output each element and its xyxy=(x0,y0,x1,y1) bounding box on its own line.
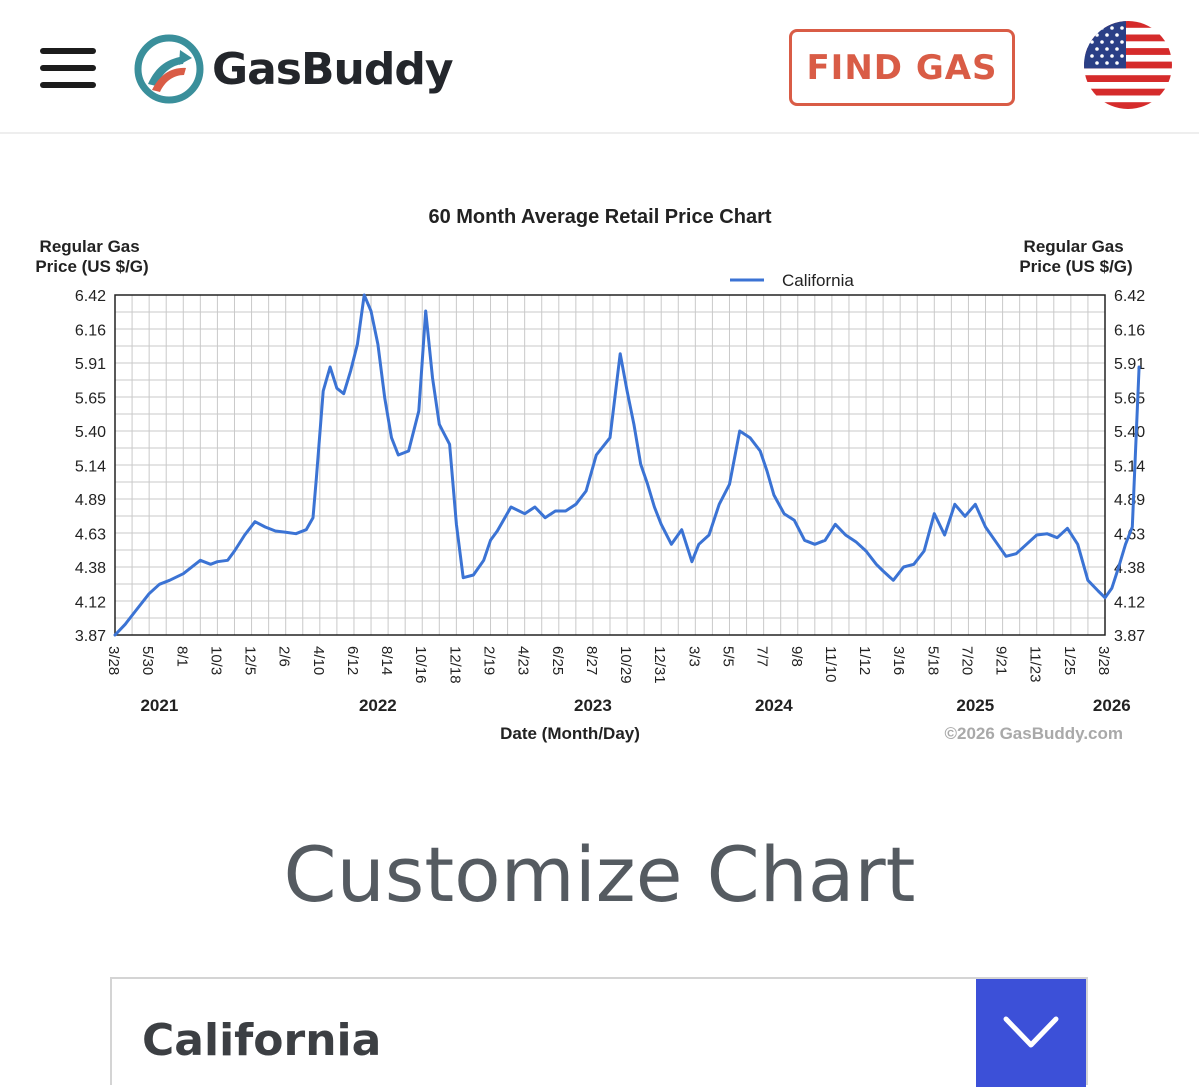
y-tick-label-right: 5.91 xyxy=(1114,356,1145,373)
x-tick-label: 7/20 xyxy=(958,646,975,675)
x-tick-label: 4/23 xyxy=(515,646,532,675)
x-tick-label: 11/10 xyxy=(822,646,839,682)
y-axis-label-right-line1: Regular Gas xyxy=(1024,237,1124,256)
y-tick-label-left: 5.40 xyxy=(75,424,106,441)
x-tick-label: 3/3 xyxy=(685,646,702,667)
y-tick-label-right: 4.89 xyxy=(1114,492,1145,509)
x-tick-label: 6/25 xyxy=(549,646,566,675)
year-labels: 2021 2022 2023 2024 2025 2026 xyxy=(140,696,1130,715)
y-tick-label-left: 5.91 xyxy=(75,356,106,373)
region-select-value: California xyxy=(142,1015,382,1066)
x-tick-label: 6/12 xyxy=(344,646,361,675)
hamburger-menu-icon[interactable] xyxy=(40,48,96,88)
price-chart-svg: 60 Month Average Retail Price Chart Regu… xyxy=(35,206,1145,743)
copyright-label: ©2026 GasBuddy.com xyxy=(945,724,1124,743)
y-tick-label-left: 5.14 xyxy=(75,459,106,476)
chevron-down-icon xyxy=(1003,1016,1059,1048)
x-tick-label: 8/14 xyxy=(378,646,395,675)
year-label: 2024 xyxy=(755,696,793,715)
y-tick-label-right: 5.40 xyxy=(1114,424,1145,441)
y-tick-label-right: 6.42 xyxy=(1114,288,1145,305)
y-tick-label-right: 5.14 xyxy=(1114,459,1145,476)
x-tick-label: 10/16 xyxy=(412,646,429,684)
x-tick-label: 9/8 xyxy=(788,646,805,667)
gasbuddy-logo-icon xyxy=(134,34,204,104)
y-axis-label-left-line2: Price (US $/G) xyxy=(35,257,148,276)
x-tick-label: 12/31 xyxy=(651,646,668,684)
price-chart: 60 Month Average Retail Price Chart Regu… xyxy=(0,190,1199,760)
y-tick-label-left: 6.42 xyxy=(75,288,106,305)
y-tick-label-right: 3.87 xyxy=(1114,628,1145,645)
plot-area-border xyxy=(114,294,1106,636)
y-tick-labels: 6.42 6.42 6.16 6.16 5.91 5.91 5.65 5.65 5.40 5.40… xyxy=(75,288,1145,645)
x-tick-label: 3/28 xyxy=(1095,646,1112,675)
x-tick-label: 8/1 xyxy=(173,646,190,667)
y-tick-label-right: 4.12 xyxy=(1114,595,1145,612)
y-tick-label-left: 4.38 xyxy=(75,560,106,577)
x-tick-label: 4/10 xyxy=(310,646,327,675)
x-tick-label: 9/21 xyxy=(993,646,1010,675)
y-tick-label-left: 4.12 xyxy=(75,595,106,612)
x-tick-label: 1/12 xyxy=(856,646,873,675)
chart-title: 60 Month Average Retail Price Chart xyxy=(428,206,771,228)
x-tick-label: 5/30 xyxy=(139,646,156,675)
y-tick-label-right: 4.38 xyxy=(1114,560,1145,577)
y-axis-label-right-line2: Price (US $/G) xyxy=(1019,257,1132,276)
y-axis-label-right: Regular Gas Price (US $/G) xyxy=(1019,237,1132,276)
year-label: 2025 xyxy=(956,696,994,715)
y-tick-label-left: 4.89 xyxy=(75,492,106,509)
customize-chart-heading: Customize Chart xyxy=(283,830,916,919)
x-tick-label: 3/28 xyxy=(105,646,122,675)
x-tick-label: 2/19 xyxy=(481,646,498,675)
y-tick-label-left: 3.87 xyxy=(75,628,106,645)
x-tick-label: 11/23 xyxy=(1027,646,1044,682)
y-axis-label-left-line1: Regular Gas xyxy=(40,237,140,256)
x-tick-label: 2/6 xyxy=(276,646,293,667)
x-tick-label: 10/3 xyxy=(207,646,224,675)
x-tick-label: 12/5 xyxy=(242,646,259,675)
x-axis-label: Date (Month/Day) xyxy=(500,724,640,743)
x-tick-label: 1/25 xyxy=(1061,646,1078,675)
us-flag-icon[interactable] xyxy=(1084,21,1172,109)
x-tick-label: 8/27 xyxy=(583,646,600,675)
y-tick-label-left: 6.16 xyxy=(75,323,106,340)
gasbuddy-logo[interactable]: GasBuddy xyxy=(134,34,454,104)
year-label: 2021 xyxy=(140,696,178,715)
y-axis-label-left: Regular Gas Price (US $/G) xyxy=(35,237,148,276)
chart-grid xyxy=(114,294,1106,636)
y-tick-label-right: 5.65 xyxy=(1114,391,1145,408)
year-label: 2023 xyxy=(574,696,612,715)
y-tick-label-right: 6.16 xyxy=(1114,323,1145,340)
region-select[interactable]: California xyxy=(110,977,1088,1087)
region-select-toggle[interactable] xyxy=(976,979,1086,1087)
year-label: 2022 xyxy=(359,696,397,715)
x-tick-label: 5/18 xyxy=(924,646,941,675)
x-tick-label: 5/5 xyxy=(719,646,736,667)
site-header: GasBuddy FIND GAS xyxy=(0,0,1199,134)
x-tick-label: 10/29 xyxy=(617,646,634,684)
x-tick-label: 7/7 xyxy=(754,646,771,667)
series-line-california xyxy=(113,293,1141,637)
x-tick-labels: 3/28 5/30 8/1 10/3 12/5 2/6 4/10 6/12 8/14 10/16 1… xyxy=(105,646,1112,684)
find-gas-button[interactable]: FIND GAS xyxy=(789,29,1015,106)
legend-label: California xyxy=(782,271,854,290)
year-label: 2026 xyxy=(1093,696,1131,715)
y-tick-label-left: 5.65 xyxy=(75,391,106,408)
logo-text: GasBuddy xyxy=(212,43,454,95)
series-lines xyxy=(113,293,1141,637)
x-tick-label: 12/18 xyxy=(446,646,463,684)
y-tick-label-left: 4.63 xyxy=(75,527,106,544)
x-tick-label: 3/16 xyxy=(890,646,907,675)
